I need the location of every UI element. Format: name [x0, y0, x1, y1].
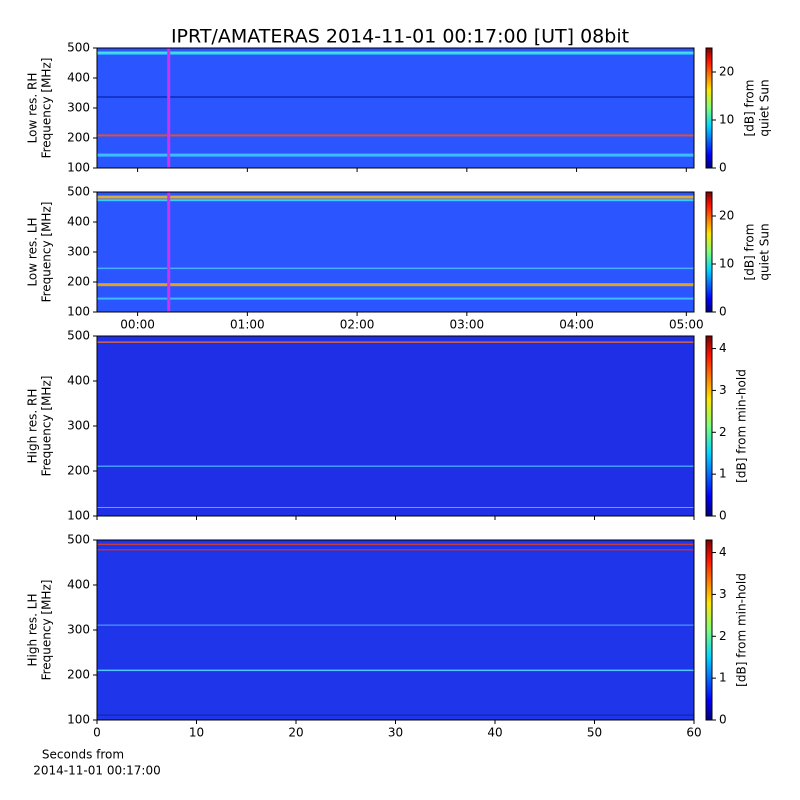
x-tick-label: 04:00	[559, 318, 594, 332]
spectrogram-texture	[97, 96, 694, 98]
colorbar-label: quiet Sun	[758, 79, 772, 136]
y-tick-label: 300	[67, 101, 90, 115]
y-tick-label: 100	[67, 713, 90, 727]
spectrogram-texture	[97, 267, 694, 270]
colorbar-label: [dB] from	[743, 80, 757, 137]
colorbar-tick-label: 4	[719, 341, 727, 355]
colorbar-tick-label: 20	[719, 209, 734, 223]
y-axis-label: Low res. LH	[26, 217, 40, 286]
y-tick-label: 300	[67, 245, 90, 259]
x-tick-label: 05:00	[669, 318, 704, 332]
y-axis-label: Frequency [MHz]	[40, 58, 54, 159]
y-tick-label: 400	[67, 374, 90, 388]
spectrogram	[97, 540, 694, 720]
spectrogram-texture	[97, 283, 694, 287]
colorbar-label: [dB] from min-hold	[735, 369, 749, 483]
spectrogram-texture	[97, 714, 694, 716]
y-axis-label: High res. LH	[26, 593, 40, 666]
y-tick-label: 100	[67, 161, 90, 175]
x-tick-label: 30	[388, 726, 403, 740]
y-tick-label: 500	[67, 329, 90, 343]
spectrogram-texture	[97, 507, 694, 508]
colorbar-label: [dB] from	[743, 224, 757, 281]
x-tick-label: 40	[487, 726, 502, 740]
colorbar-tick-label: 2	[719, 425, 727, 439]
y-tick-label: 200	[67, 275, 90, 289]
colorbar-tick-label: 0	[719, 305, 727, 319]
x-tick-label: 50	[587, 726, 602, 740]
colorbar-label: quiet Sun	[758, 223, 772, 280]
colorbar-tick-label: 1	[719, 671, 727, 685]
x-tick-label: 10	[189, 726, 204, 740]
colorbar-tick-label: 20	[719, 65, 734, 79]
x-tick-label: 01:00	[230, 318, 265, 332]
x-tick-label: 02:00	[340, 318, 375, 332]
y-tick-label: 200	[67, 131, 90, 145]
spectrogram	[97, 192, 694, 312]
colorbar-tick-label: 0	[719, 713, 727, 727]
colorbar-tick-label: 1	[719, 467, 727, 481]
x-axis-label: 2014-11-01 00:17:00	[33, 764, 160, 778]
spectrogram-texture	[97, 153, 694, 157]
x-tick-label: 0	[93, 726, 101, 740]
colorbar-tick-label: 0	[719, 161, 727, 175]
colorbar-label: [dB] from min-hold	[735, 573, 749, 687]
x-tick-label: 60	[686, 726, 701, 740]
spectrogram-texture	[97, 549, 694, 551]
y-tick-label: 500	[67, 41, 90, 55]
colorbar	[705, 191, 713, 313]
colorbar	[705, 47, 713, 169]
y-tick-label: 200	[67, 668, 90, 682]
spectrogram-texture	[97, 624, 694, 626]
colorbar-tick-label: 0	[719, 509, 727, 523]
colorbar-tick-label: 3	[719, 587, 727, 601]
y-axis-label: Frequency [MHz]	[40, 376, 54, 477]
y-tick-label: 500	[67, 185, 90, 199]
spectrogram-texture	[97, 465, 694, 467]
colorbar-tick-label: 2	[719, 629, 727, 643]
y-tick-label: 400	[67, 215, 90, 229]
x-tick-label: 00:00	[120, 318, 155, 332]
x-axis-label: Seconds from	[42, 748, 124, 762]
spectrogram	[97, 336, 694, 516]
spectrogram-texture	[97, 51, 694, 55]
colorbar-tick-label: 10	[719, 257, 734, 271]
y-tick-label: 500	[67, 533, 90, 547]
spectrogram-texture	[97, 195, 694, 199]
spectrogram-texture	[97, 669, 694, 672]
y-tick-label: 400	[67, 578, 90, 592]
y-axis-label: Low res. RH	[26, 73, 40, 144]
colorbar-tick-label: 3	[719, 383, 727, 397]
spectrogram-texture	[97, 297, 694, 300]
colorbar-tick-label: 10	[719, 113, 734, 127]
spectrogram-texture	[97, 341, 694, 343]
spectrogram-texture	[97, 543, 694, 546]
colorbar	[705, 335, 713, 517]
y-tick-label: 100	[67, 509, 90, 523]
y-tick-label: 400	[67, 71, 90, 85]
y-tick-label: 200	[67, 464, 90, 478]
y-axis-label: High res. RH	[26, 389, 40, 464]
colorbar	[705, 539, 713, 721]
spectrogram-texture	[97, 199, 694, 202]
y-axis-label: Frequency [MHz]	[40, 580, 54, 681]
y-tick-label: 300	[67, 623, 90, 637]
x-tick-label: 03:00	[450, 318, 485, 332]
y-tick-label: 100	[67, 305, 90, 319]
spectrogram-texture	[97, 134, 694, 137]
colorbar-tick-label: 4	[719, 545, 727, 559]
y-tick-label: 300	[67, 419, 90, 433]
figure-title: IPRT/AMATERAS 2014-11-01 00:17:00 [UT] 0…	[171, 26, 629, 48]
y-axis-label: Frequency [MHz]	[40, 202, 54, 303]
spectrogram	[97, 48, 694, 168]
x-tick-label: 20	[288, 726, 303, 740]
